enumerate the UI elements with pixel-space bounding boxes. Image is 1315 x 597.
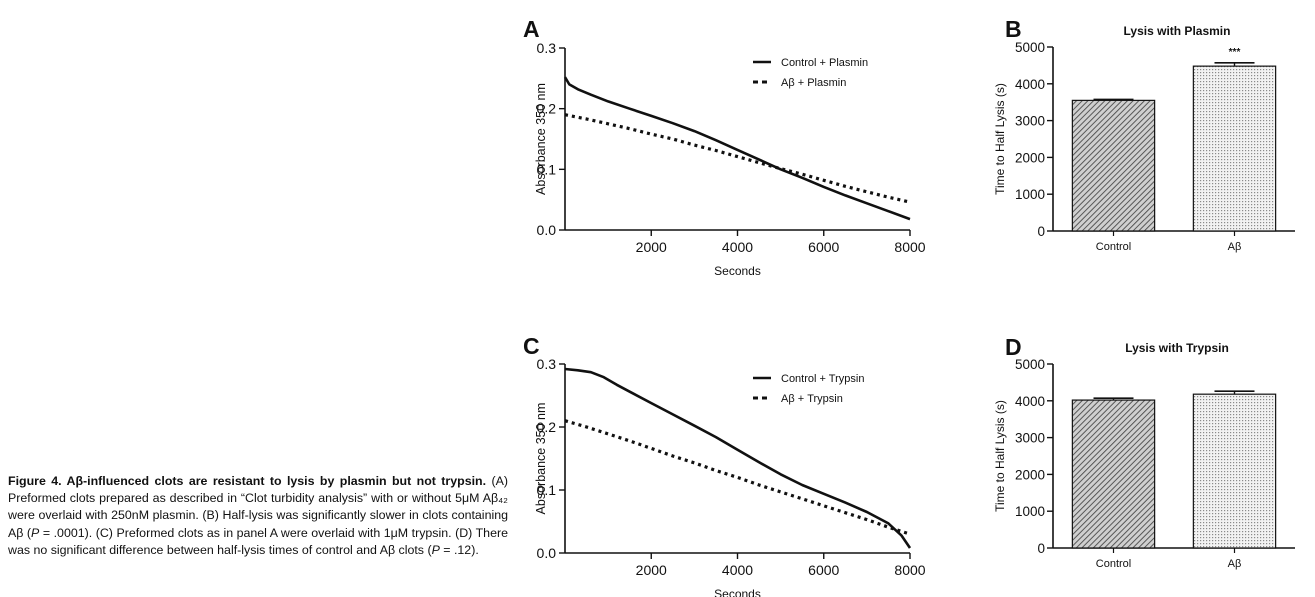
y-axis-title: Absorbance 350 nm — [534, 83, 548, 195]
series-line-2 — [564, 419, 911, 536]
y-tick-label: 0 — [1037, 224, 1045, 239]
caption-p-symbol-d: P — [431, 542, 440, 557]
chart-title: Lysis with Trypsin — [1125, 341, 1229, 355]
y-axis-title: Time to Half Lysis (s) — [993, 400, 1007, 512]
bar-1 — [1071, 399, 1156, 549]
y-tick-label: 1000 — [1015, 187, 1045, 202]
caption-sentence-d-start: (D) There was no significant difference … — [8, 525, 508, 557]
legend-label-2: Aβ + Trypsin — [781, 393, 843, 405]
y-tick-label: 2000 — [1015, 467, 1045, 482]
y-tick-label: 5000 — [1015, 40, 1045, 55]
x-tick-label: Aβ — [1228, 558, 1242, 570]
series-line-1 — [564, 367, 912, 549]
y-tick-label: 0.0 — [537, 545, 557, 561]
x-axis-title: Seconds — [714, 587, 761, 597]
caption-sentence-c: (C) Preformed clots as in panel A were o… — [95, 525, 452, 540]
x-tick-label: 2000 — [636, 239, 667, 255]
bar-chart-panel-b: B Lysis with Plasmin 0 1000 2000 3000 4000 5000… — [993, 16, 1295, 253]
y-tick-label: 0.3 — [537, 40, 557, 56]
panel-letter: D — [1005, 334, 1022, 360]
y-tick-label: 2000 — [1015, 150, 1045, 165]
panel-letter: B — [1005, 16, 1022, 42]
x-tick-label: 2000 — [636, 562, 667, 578]
y-tick-label: 4000 — [1015, 77, 1045, 92]
y-axis-title: Time to Half Lysis (s) — [993, 83, 1007, 195]
line-chart-panel-c: C 0.0 0.1 0.2 0.3 2000 4000 6000 8000 Seconds Abso… — [523, 333, 926, 597]
x-tick-label: 4000 — [722, 239, 753, 255]
y-tick-label: 0.1 — [537, 482, 557, 498]
caption-sentence-b-end: = .0001). — [39, 525, 93, 540]
x-axis-title: Seconds — [714, 264, 761, 278]
caption-sentence-b-start: (B) Half-lysis was significantly slower … — [8, 508, 508, 540]
x-tick-label: Aβ — [1228, 241, 1242, 253]
y-tick-label: 1000 — [1015, 504, 1045, 519]
bar-2 — [1192, 65, 1277, 232]
caption-title: Figure 4. Aβ-influenced clots are resist… — [8, 474, 487, 488]
y-tick-label: 0.3 — [537, 356, 557, 372]
caption-sentence-a: (A) Preformed clots prepared as describe… — [8, 474, 508, 523]
y-tick-label: 4000 — [1015, 394, 1045, 409]
panel-letter: A — [523, 16, 540, 42]
bar-2 — [1192, 393, 1277, 549]
x-tick-label: 4000 — [722, 562, 753, 578]
y-tick-label: 0.2 — [537, 101, 557, 117]
y-tick-label: 3000 — [1015, 114, 1045, 129]
figure-caption: Figure 4. Aβ-influenced clots are resist… — [8, 473, 508, 559]
caption-p-symbol-b: P — [31, 525, 40, 540]
significance-marker: *** — [1229, 47, 1241, 58]
caption-sentence-d-end: = .12). — [439, 542, 479, 557]
legend-label-2: Aβ + Plasmin — [781, 77, 846, 89]
bar-1 — [1071, 99, 1156, 232]
x-tick-label: Control — [1096, 558, 1131, 570]
series-line-2 — [564, 113, 911, 204]
y-tick-label: 3000 — [1015, 431, 1045, 446]
series-line-1 — [563, 76, 911, 221]
legend-label-1: Control + Plasmin — [781, 57, 868, 69]
y-tick-label: 0.1 — [537, 161, 557, 177]
y-axis-title: Absorbance 350 nm — [534, 403, 548, 515]
y-tick-label: 0 — [1037, 541, 1045, 556]
x-tick-label: 6000 — [808, 239, 839, 255]
y-tick-label: 0.0 — [537, 222, 557, 238]
y-tick-label: 0.2 — [537, 419, 557, 435]
x-tick-label: 8000 — [894, 562, 925, 578]
line-chart-panel-a: A 0.0 0.1 0.2 0.3 2000 4000 6000 8000 Seconds Abso… — [523, 16, 926, 278]
x-tick-label: 8000 — [894, 239, 925, 255]
panel-letter: C — [523, 333, 540, 359]
legend-label-1: Control + Trypsin — [781, 373, 864, 385]
bar-chart-panel-d: D Lysis with Trypsin 0 1000 2000 3000 4000 5000… — [993, 334, 1295, 570]
chart-title: Lysis with Plasmin — [1124, 24, 1231, 38]
x-tick-label: 6000 — [808, 562, 839, 578]
x-tick-label: Control — [1096, 241, 1131, 253]
y-tick-label: 5000 — [1015, 357, 1045, 372]
